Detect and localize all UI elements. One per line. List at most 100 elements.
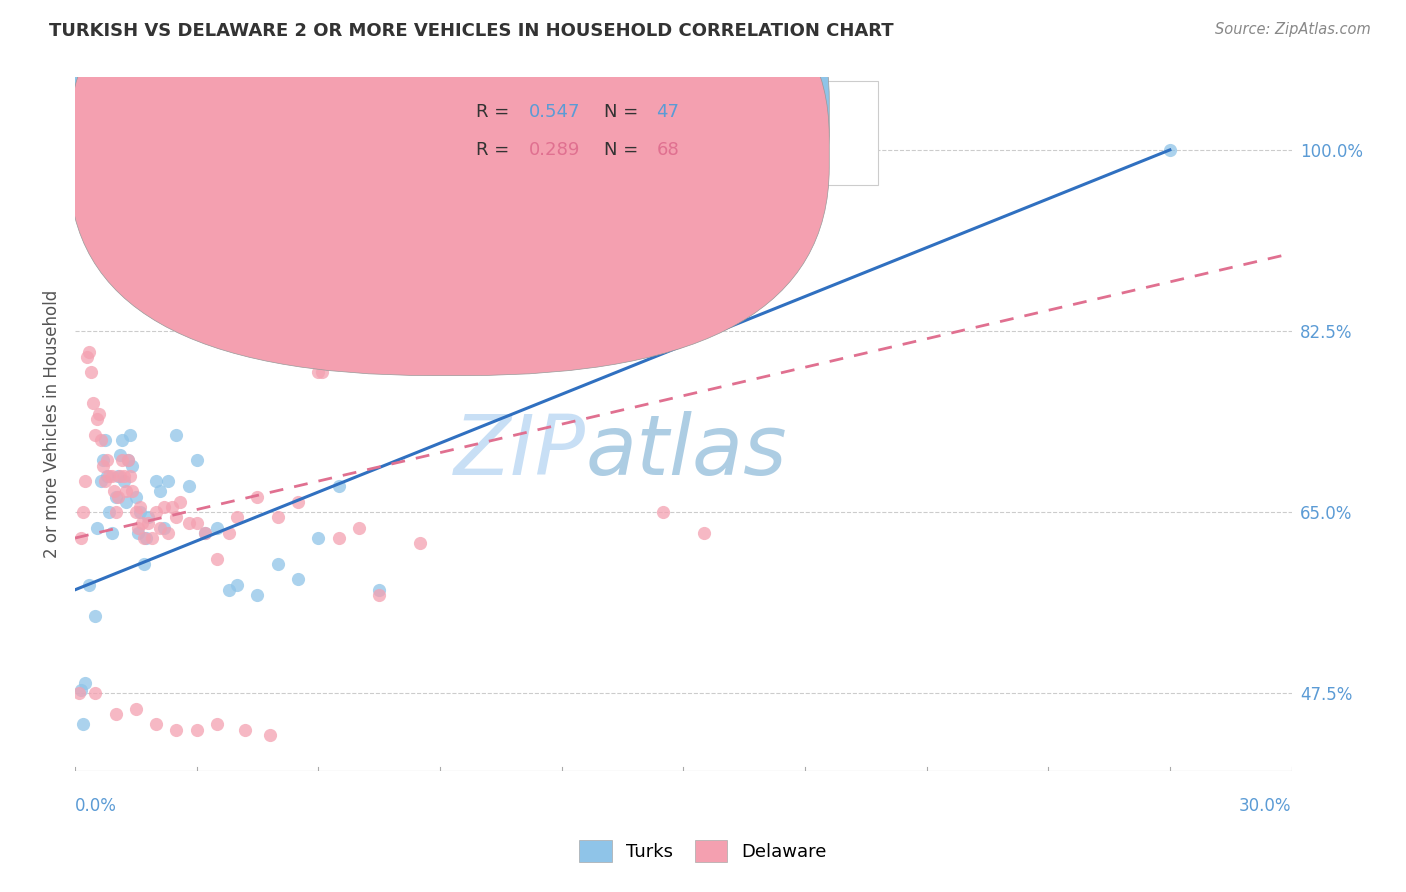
Point [111, 433, 134, 447]
Point [186, 516, 208, 530]
Point [86, 521, 108, 535]
Text: R =: R = [477, 141, 516, 160]
Point [75, 676, 97, 690]
FancyBboxPatch shape [69, 0, 830, 337]
Point [98, 469, 121, 483]
Point [205, 551, 228, 566]
Point [98, 505, 121, 519]
Text: ZIP: ZIP [454, 411, 586, 492]
Point [307, 531, 329, 545]
Point [311, 366, 333, 380]
Point [72, 505, 94, 519]
Point [108, 469, 131, 483]
Point [84, 686, 107, 700]
Point [100, 525, 122, 540]
Point [136, 510, 159, 524]
Point [177, 516, 200, 530]
Point [141, 531, 163, 545]
Point [149, 521, 172, 535]
Point [67, 686, 90, 700]
Point [77, 577, 100, 591]
Text: atlas: atlas [586, 411, 787, 492]
Point [132, 531, 155, 545]
Point [165, 723, 187, 737]
Text: N =: N = [605, 103, 644, 121]
Point [128, 500, 150, 514]
Point [165, 427, 187, 442]
Point [90, 474, 112, 488]
Point [118, 427, 141, 442]
Point [157, 474, 180, 488]
Point [136, 516, 159, 530]
FancyBboxPatch shape [404, 81, 877, 185]
Text: 0.0%: 0.0% [75, 797, 117, 814]
Point [118, 469, 141, 483]
Point [218, 582, 240, 597]
FancyBboxPatch shape [69, 0, 830, 376]
Point [169, 495, 191, 509]
Point [76, 350, 98, 364]
Point [226, 577, 249, 591]
Point [267, 557, 290, 571]
Point [194, 525, 217, 540]
Point [131, 516, 153, 530]
Point [125, 490, 148, 504]
Text: R =: R = [477, 103, 516, 121]
Point [149, 484, 172, 499]
Text: Source: ZipAtlas.com: Source: ZipAtlas.com [1215, 22, 1371, 37]
Point [112, 474, 135, 488]
Text: N =: N = [605, 141, 644, 160]
Point [145, 505, 167, 519]
Point [287, 495, 309, 509]
Point [135, 531, 157, 545]
Point [692, 525, 714, 540]
Point [165, 510, 187, 524]
Point [1159, 143, 1181, 157]
Y-axis label: 2 or more Vehicles in Household: 2 or more Vehicles in Household [44, 290, 60, 558]
Point [409, 536, 432, 550]
Point [77, 344, 100, 359]
Point [121, 484, 143, 499]
Point [125, 505, 148, 519]
Point [112, 469, 135, 483]
Point [108, 448, 131, 462]
Point [218, 525, 240, 540]
Point [328, 531, 350, 545]
Point [307, 366, 329, 380]
Point [104, 505, 127, 519]
Text: 0.547: 0.547 [529, 103, 581, 121]
Point [162, 500, 184, 514]
Point [132, 557, 155, 571]
Point [153, 521, 176, 535]
Point [470, 355, 492, 369]
Point [127, 525, 149, 540]
Point [368, 588, 391, 602]
Point [84, 608, 107, 623]
Point [89, 407, 111, 421]
Point [114, 484, 136, 499]
Point [259, 728, 281, 742]
Point [94, 433, 117, 447]
Point [267, 510, 290, 524]
Point [117, 453, 139, 467]
Point [80, 366, 103, 380]
Point [107, 469, 129, 483]
Point [233, 723, 256, 737]
Point [93, 458, 115, 473]
Point [145, 717, 167, 731]
Point [107, 490, 129, 504]
Point [111, 453, 134, 467]
Point [94, 474, 117, 488]
Point [96, 469, 118, 483]
Point [652, 505, 675, 519]
Point [368, 582, 391, 597]
Point [328, 479, 350, 493]
Legend: Turks, Delaware: Turks, Delaware [572, 833, 834, 870]
Point [474, 355, 496, 369]
Point [100, 469, 122, 483]
Point [186, 723, 208, 737]
Point [75, 474, 97, 488]
Text: TURKISH VS DELAWARE 2 OR MORE VEHICLES IN HOUSEHOLD CORRELATION CHART: TURKISH VS DELAWARE 2 OR MORE VEHICLES I… [49, 22, 894, 40]
Point [86, 412, 108, 426]
Point [347, 521, 370, 535]
